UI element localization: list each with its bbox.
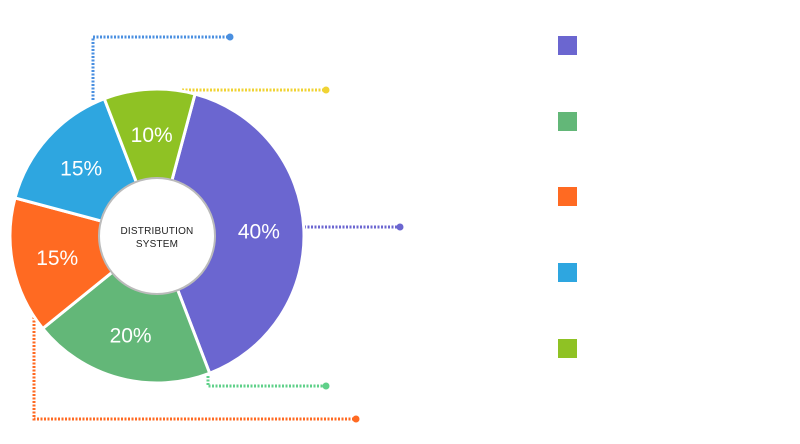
donut-slice-1 (155, 92, 306, 375)
legend-swatch-2 (558, 112, 577, 131)
slice-label-1: 40% (238, 221, 280, 244)
legend-swatch-4 (558, 263, 577, 282)
slice-label-3: 15% (36, 247, 78, 270)
connector-line-2 (206, 376, 326, 388)
slice-label-2: 20% (110, 325, 152, 348)
legend-swatch-3 (558, 187, 577, 206)
connector-dot-4 (226, 33, 234, 41)
connector-dot-3 (352, 415, 360, 423)
donut-slice-5 (102, 87, 197, 238)
legend-swatch-1 (558, 36, 577, 55)
center-label-line-1: DISTRIBUTION (121, 226, 194, 237)
connector-dot-1 (396, 223, 404, 231)
center-label-line-2: SYSTEM (136, 239, 178, 250)
slice-label-5: 10% (131, 124, 173, 147)
connector-line-3 (32, 282, 356, 421)
donut-center-hole (98, 177, 216, 295)
connector-dot-2 (322, 382, 330, 390)
connector-lines (32, 33, 404, 423)
legend-swatch-5 (558, 339, 577, 358)
connector-line-4 (91, 35, 230, 100)
slice-labels: 40% 20% 15% 15% 10% (36, 124, 280, 347)
slice-label-4: 15% (60, 158, 102, 181)
connector-dot-5 (322, 86, 330, 94)
legend (558, 36, 577, 358)
